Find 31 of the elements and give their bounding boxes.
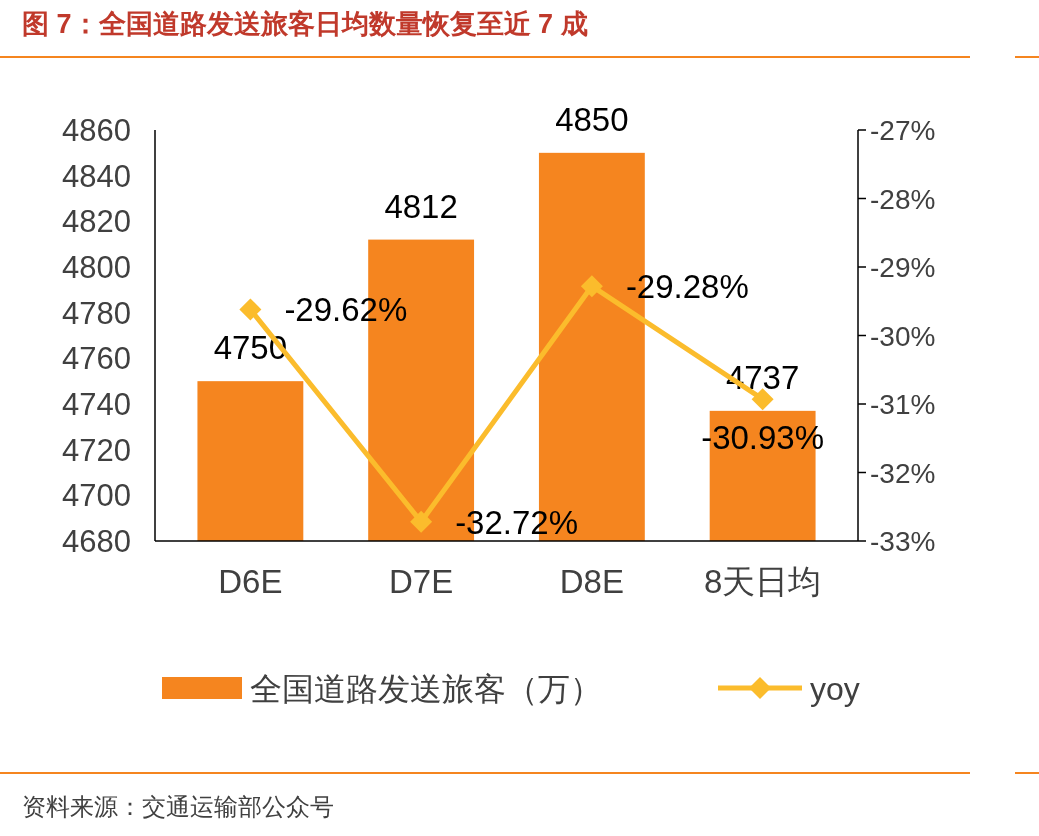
x-tick-label: D6E (218, 563, 283, 600)
y2-tick-label: -27% (870, 115, 936, 146)
y-tick-label: 4820 (62, 204, 131, 240)
text: 资料来源：交通运输部公众号 (22, 793, 334, 820)
y-tick-label: 4680 (62, 524, 131, 559)
y-tick-label: 4780 (62, 295, 131, 331)
x-tick-label: 8天日均 (703, 563, 822, 600)
legend-label: 全国道路发送旅客（万） (250, 671, 602, 707)
y-tick-label: 4800 (62, 250, 131, 285)
point (751, 388, 774, 411)
point (580, 275, 603, 298)
y2-tick-label: -29% (870, 252, 936, 283)
y-tick-label: 4840 (62, 158, 131, 194)
point (410, 510, 433, 533)
y-tick-label: 4720 (62, 432, 131, 468)
y-tick-label: 4740 (62, 387, 131, 422)
y2-tick-label: -31% (870, 389, 936, 420)
y2-tick-label: -30% (870, 320, 936, 352)
point (239, 298, 262, 321)
data-label: 4812 (384, 187, 458, 225)
y-tick-label: 4760 (62, 341, 131, 377)
x-tick-label: D8E (559, 563, 624, 600)
chart-title: 图 7：全国道路发送旅客日均数量恢复至近 7 成 (22, 9, 588, 39)
legend-label: yoy (810, 671, 860, 707)
y2-tick-label: -32% (870, 457, 936, 489)
y-tick-label: 4700 (62, 478, 131, 514)
y2-tick-label: -28% (870, 183, 936, 215)
y2-tick-label: -33% (870, 526, 936, 557)
y-tick-label: 4860 (62, 113, 131, 148)
data-label: 4850 (555, 100, 629, 138)
x-tick-label: D7E (389, 563, 454, 600)
